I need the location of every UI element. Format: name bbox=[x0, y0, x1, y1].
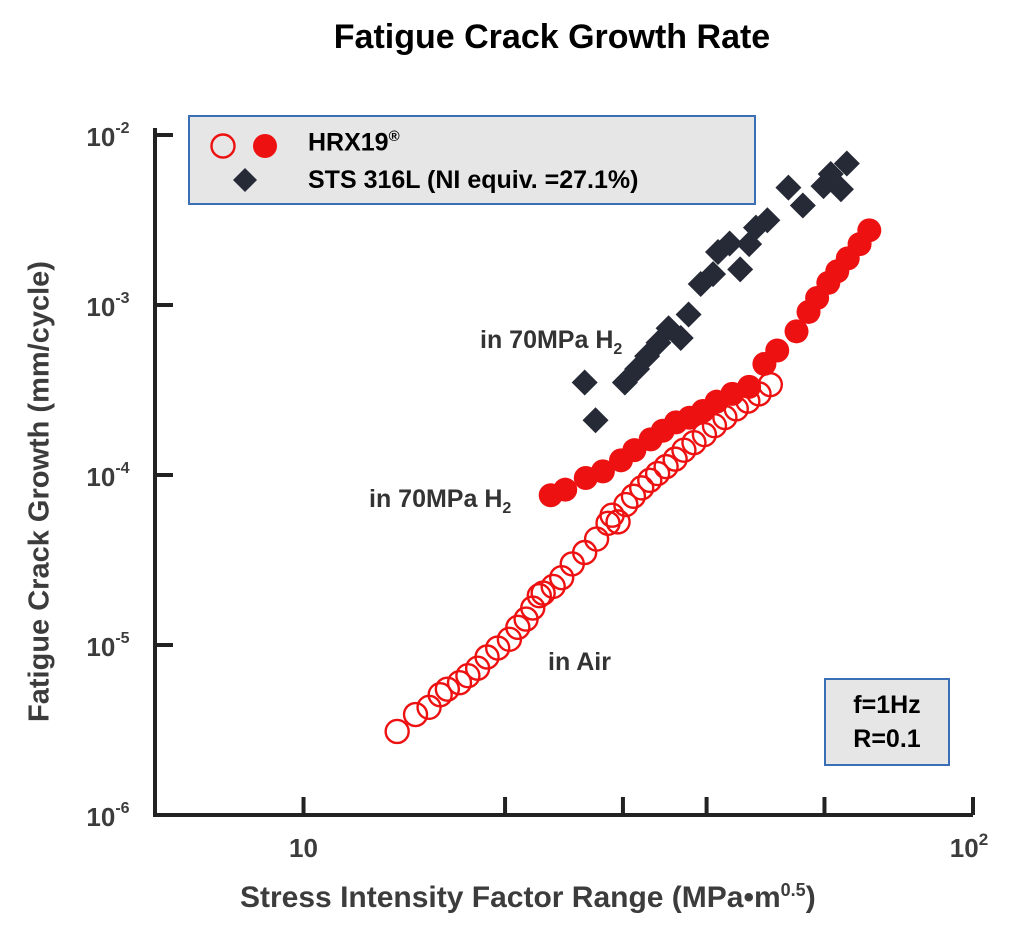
hrx19-air-point bbox=[526, 582, 553, 609]
hrx19-h2-point bbox=[765, 338, 790, 363]
sts316l-h2-point bbox=[827, 176, 854, 203]
legend-markers bbox=[210, 133, 277, 192]
x-axis-label-exponent: 0.5 bbox=[780, 880, 806, 900]
legend-sts316l: STS 316L (NI equiv. =27.1%) bbox=[308, 166, 639, 194]
frequency-label: f=1Hz bbox=[853, 691, 921, 719]
hrx19-air-point bbox=[446, 670, 473, 696]
hrx19-air-point bbox=[653, 453, 679, 480]
hrx19-air-point bbox=[427, 682, 453, 708]
hrx19-air-point bbox=[613, 491, 639, 518]
annotation-sts-h2-text: in 70MPa H bbox=[480, 326, 614, 354]
x-tick-label-exponent: 2 bbox=[979, 830, 988, 849]
legend-diamond-marker bbox=[233, 168, 257, 192]
sts316l-h2-point bbox=[833, 150, 860, 177]
x-axis-label: Stress Intensity Factor Range (MPa•m0.5) bbox=[240, 880, 816, 915]
x-tick-label: 102 bbox=[950, 830, 988, 863]
x-tick-label: 10 bbox=[289, 833, 318, 863]
hrx19-air-point bbox=[402, 701, 429, 728]
y-tick-label: 10-4 bbox=[86, 460, 129, 492]
chart-title: Fatigue Crack Growth Rate bbox=[333, 18, 771, 56]
y-tick-label: 10-3 bbox=[86, 290, 129, 322]
y-tick-label: 10-6 bbox=[86, 800, 129, 832]
sts316l-h2-point bbox=[675, 301, 702, 328]
legend-registered-mark: ® bbox=[388, 128, 400, 145]
test-conditions-box: f=1Hz R=0.1 bbox=[824, 678, 950, 766]
sts316l-h2-point bbox=[571, 369, 598, 396]
hrx19-air-point bbox=[505, 614, 531, 641]
y-tick-label-exponent: -3 bbox=[115, 290, 129, 307]
annotation-hrx-h2: in 70MPa H2 bbox=[369, 485, 511, 518]
annotation-hrx-h2-sub: 2 bbox=[502, 500, 512, 517]
hrx19-air-point bbox=[662, 446, 688, 472]
hrx19-air-point bbox=[540, 573, 566, 600]
annotation-hrx-air: in Air bbox=[548, 648, 611, 676]
hrx19-h2-point bbox=[784, 319, 809, 344]
annotation-sts-h2-sub: 2 bbox=[613, 341, 623, 358]
sts316l-h2-point bbox=[700, 261, 727, 288]
hrx19-h2-point bbox=[737, 374, 762, 399]
y-tick-label: 10-5 bbox=[86, 630, 129, 662]
hrx19-h2-point bbox=[857, 218, 882, 243]
legend-open-circle-marker bbox=[210, 133, 236, 159]
hrx19-h2-point bbox=[590, 459, 615, 484]
sts316l-h2-point bbox=[789, 192, 816, 219]
y-tick-label: 10-2 bbox=[86, 120, 129, 152]
y-tick-label-exponent: -2 bbox=[115, 120, 129, 137]
y-tick-label-exponent: -5 bbox=[115, 630, 129, 647]
hrx19-air-point bbox=[620, 483, 647, 509]
sts316l-h2-point bbox=[582, 407, 609, 434]
hrx19-air-point bbox=[644, 460, 671, 487]
hrx19-air-point bbox=[637, 467, 663, 494]
x-axis-label-close: ) bbox=[805, 881, 816, 914]
legend-hrx19: HRX19® bbox=[308, 128, 400, 157]
hrx19-air-point bbox=[434, 676, 461, 702]
hrx19-air-point bbox=[629, 475, 655, 501]
sts316l-h2-point bbox=[775, 174, 802, 201]
sts316l-h2-point bbox=[754, 207, 781, 234]
stress-ratio-label: R=0.1 bbox=[853, 725, 921, 753]
annotation-sts-h2: in 70MPa H2 bbox=[480, 326, 622, 359]
annotation-hrx-h2-text: in 70MPa H bbox=[369, 485, 503, 513]
x-axis-label-text: Stress Intensity Factor Range (MPa•m bbox=[240, 881, 781, 914]
hrx19-air-point bbox=[583, 526, 610, 552]
hrx19-air-point bbox=[605, 509, 631, 535]
sts316l-h2-point bbox=[727, 256, 754, 283]
legend: HRX19® STS 316L (NI equiv. =27.1%) bbox=[188, 115, 756, 205]
hrx19-h2-point bbox=[553, 477, 578, 502]
sts316l-h2-point bbox=[716, 230, 743, 257]
y-tick-label-exponent: -4 bbox=[115, 460, 129, 477]
sts316l-h2-point bbox=[667, 324, 694, 351]
legend-filled-circle-marker bbox=[253, 134, 277, 158]
y-tick-label-exponent: -6 bbox=[115, 800, 129, 817]
hrx19-air-point bbox=[384, 718, 410, 745]
legend-hrx19-label: HRX19 bbox=[308, 128, 389, 157]
